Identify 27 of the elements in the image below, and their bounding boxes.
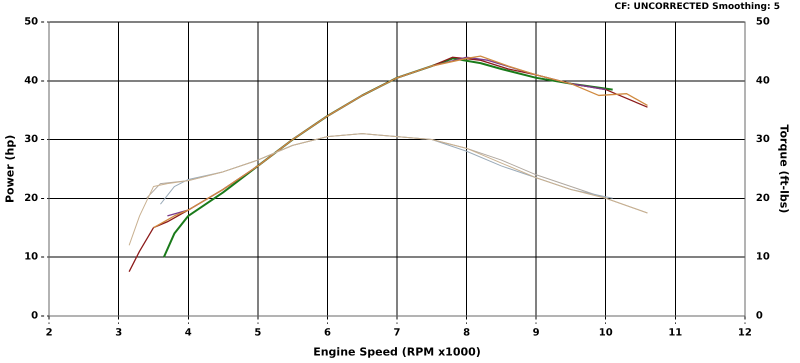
y-tick-label: 10 [24, 252, 38, 263]
y-axis-title: Power (hp) [3, 134, 16, 204]
y-tick-label: 0 [31, 310, 38, 322]
x-tick-label: 8 [463, 327, 470, 338]
y-tick-label: 40 [24, 75, 38, 86]
y2-tick-label: 10 [756, 252, 770, 263]
y2-tick-label: 20 [756, 192, 770, 204]
y2-tick-label: 0 [756, 310, 763, 322]
y-tick-label: 20 [24, 192, 38, 204]
text: CF: UNCORRECTED Smoothing: 5 [614, 2, 780, 12]
y2-tick-label: 50 [756, 16, 770, 28]
x-tick-label: 7 [394, 327, 401, 338]
x-axis-title: Engine Speed (RPM x1000) [313, 345, 481, 358]
x-tick-label: 12 [738, 327, 752, 338]
x-tick-label: 11 [668, 327, 682, 338]
y2-tick-label: 40 [756, 75, 770, 86]
x-tick-label: 6 [324, 327, 331, 338]
x-tick-label: 10 [598, 327, 613, 338]
x-tick-label: 9 [532, 327, 540, 338]
x-tick-label: 5 [254, 327, 262, 338]
y2-axis-title: Torque (ft-lbs) [778, 124, 791, 214]
x-tick-label: 4 [184, 327, 192, 338]
y-tick-label: 30 [24, 134, 38, 146]
y2-tick-label: 30 [756, 134, 770, 146]
x-tick-label: 3 [115, 327, 122, 338]
y-tick-label: 50 [24, 16, 38, 28]
x-tick-label: 2 [46, 327, 53, 338]
